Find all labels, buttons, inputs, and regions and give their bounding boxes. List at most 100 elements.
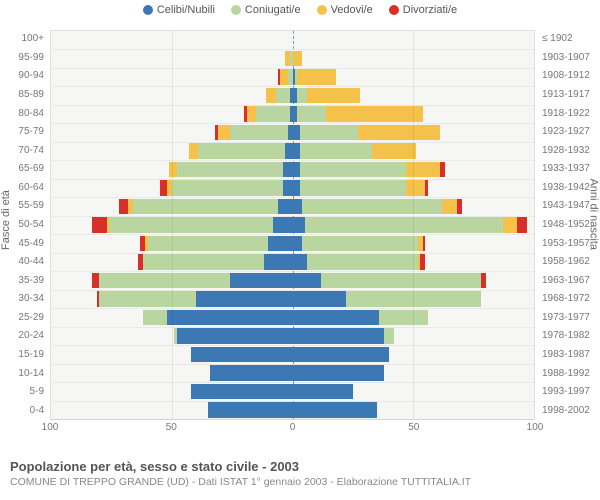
pyramid-row <box>51 253 534 271</box>
segment-co <box>276 88 290 104</box>
pyramid-row <box>51 123 534 141</box>
gridline-h <box>51 290 534 291</box>
y-left-tick: 70-74 <box>0 146 44 156</box>
segment-v <box>107 217 109 233</box>
y-left-tick: 15-19 <box>0 350 44 360</box>
segment-v <box>247 106 257 122</box>
segment-c <box>293 199 303 215</box>
y-title-left: Fasce di età <box>0 190 12 250</box>
segment-d <box>215 125 217 141</box>
pyramid-row <box>51 382 534 400</box>
segment-c <box>268 236 292 252</box>
gridline-h <box>51 105 534 106</box>
y-right-tick: 1928-1932 <box>542 146 600 156</box>
y-right-tick: 1918-1922 <box>542 109 600 119</box>
segment-c <box>293 162 300 178</box>
footer: Popolazione per età, sesso e stato civil… <box>10 459 590 488</box>
segment-co <box>302 236 418 252</box>
segment-co <box>297 106 326 122</box>
segment-d <box>420 254 425 270</box>
segment-co <box>143 310 167 326</box>
pyramid-row <box>51 364 534 382</box>
y-left-tick: 25-29 <box>0 313 44 323</box>
pyramid-row <box>51 216 534 234</box>
x-tick: 0 <box>290 422 296 433</box>
y-right-tick: 1958-1962 <box>542 257 600 267</box>
y-left-tick: 5-9 <box>0 387 44 397</box>
legend-item: Divorziati/e <box>389 4 457 16</box>
segment-c <box>264 254 293 270</box>
y-left-tick: 85-89 <box>0 90 44 100</box>
legend-swatch <box>389 5 399 15</box>
segment-co <box>198 143 285 159</box>
gridline-h <box>51 216 534 217</box>
segment-c <box>293 236 303 252</box>
legend-swatch <box>317 5 327 15</box>
gridline-h <box>51 382 534 383</box>
gridline-h <box>51 419 534 420</box>
segment-c <box>283 162 293 178</box>
gridline-h <box>51 327 534 328</box>
segment-d <box>138 254 143 270</box>
segment-v <box>372 143 415 159</box>
gridline-h <box>51 197 534 198</box>
legend-item: Celibi/Nubili <box>143 4 215 16</box>
gridline-h <box>51 234 534 235</box>
gridline-h <box>51 160 534 161</box>
segment-co <box>256 106 290 122</box>
pyramid-row <box>51 49 534 67</box>
segment-co <box>172 180 283 196</box>
y-right-tick: 1913-1917 <box>542 90 600 100</box>
x-tick: 100 <box>42 422 59 433</box>
pyramid-row <box>51 31 534 49</box>
segment-d <box>425 180 427 196</box>
legend-label: Vedovi/e <box>331 4 373 16</box>
segment-co <box>307 254 418 270</box>
y-right-tick: 1923-1927 <box>542 127 600 137</box>
y-left-tick: 100+ <box>0 34 44 44</box>
segment-co <box>300 180 406 196</box>
segment-c <box>278 199 292 215</box>
segment-v <box>307 88 360 104</box>
y-right-tick: 1978-1982 <box>542 331 600 341</box>
segment-c <box>208 402 293 418</box>
segment-co <box>379 310 427 326</box>
segment-c <box>293 217 305 233</box>
pyramid-rows <box>51 31 534 419</box>
segment-c <box>191 347 292 363</box>
segment-c <box>293 180 300 196</box>
legend-label: Coniugati/e <box>245 4 301 16</box>
segment-co <box>143 254 264 270</box>
gridline-h <box>51 142 534 143</box>
segment-v <box>503 217 517 233</box>
segment-co <box>99 291 196 307</box>
segment-co <box>99 273 229 289</box>
segment-d <box>97 291 99 307</box>
segment-c <box>293 328 385 344</box>
segment-c <box>210 365 292 381</box>
y-right-tick: 1983-1987 <box>542 350 600 360</box>
gridline-v <box>413 31 414 419</box>
segment-co <box>133 199 278 215</box>
segment-v <box>442 199 456 215</box>
segment-d <box>481 273 486 289</box>
y-left-tick: 20-24 <box>0 331 44 341</box>
segment-co <box>305 217 503 233</box>
footer-subtitle: COMUNE DI TREPPO GRANDE (UD) - Dati ISTA… <box>10 476 590 488</box>
legend-label: Celibi/Nubili <box>157 4 215 16</box>
y-left-tick: 0-4 <box>0 406 44 416</box>
segment-c <box>293 310 380 326</box>
segment-c <box>196 291 293 307</box>
segment-c <box>293 125 300 141</box>
segment-v <box>406 162 440 178</box>
y-left-tick: 80-84 <box>0 109 44 119</box>
segment-d <box>140 236 145 252</box>
segment-d <box>119 199 129 215</box>
pyramid-row <box>51 105 534 123</box>
segment-c <box>293 291 346 307</box>
segment-v <box>326 106 423 122</box>
y-title-right: Anni di nascita <box>588 178 600 250</box>
segment-c <box>293 402 378 418</box>
pyramid-row <box>51 179 534 197</box>
x-tick: 50 <box>166 422 177 433</box>
